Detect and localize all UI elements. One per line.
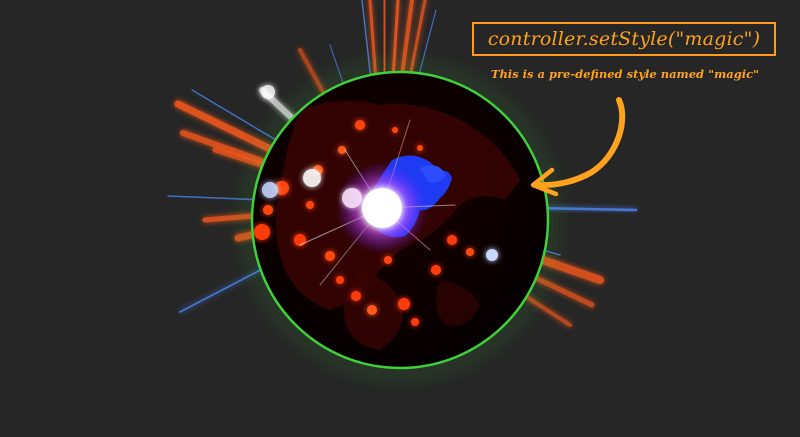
curved-arrow-icon [530,97,626,197]
code-label: controller.setStyle("magic") [472,22,776,56]
code-text: controller.setStyle("magic") [487,28,761,50]
flare [261,85,428,254]
style-caption: This is a pre-defined style named "magic… [490,67,760,81]
globe-halo [250,70,550,370]
